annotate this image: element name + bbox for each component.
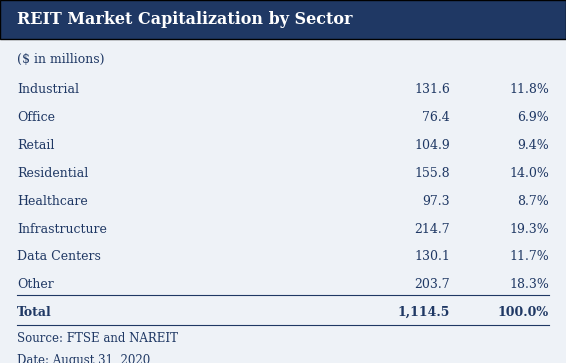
- Text: Office: Office: [17, 111, 55, 124]
- Text: Total: Total: [17, 306, 52, 319]
- Text: Infrastructure: Infrastructure: [17, 223, 107, 236]
- Text: Healthcare: Healthcare: [17, 195, 88, 208]
- Text: 1,114.5: 1,114.5: [397, 306, 450, 319]
- Text: 76.4: 76.4: [422, 111, 450, 124]
- Text: 131.6: 131.6: [414, 83, 450, 97]
- Text: 100.0%: 100.0%: [498, 306, 549, 319]
- Text: 11.8%: 11.8%: [509, 83, 549, 97]
- Text: Industrial: Industrial: [17, 83, 79, 97]
- Text: 97.3: 97.3: [422, 195, 450, 208]
- Text: 214.7: 214.7: [414, 223, 450, 236]
- Text: 11.7%: 11.7%: [509, 250, 549, 264]
- Text: 203.7: 203.7: [414, 278, 450, 291]
- Text: Other: Other: [17, 278, 54, 291]
- Text: REIT Market Capitalization by Sector: REIT Market Capitalization by Sector: [17, 11, 353, 28]
- Text: Data Centers: Data Centers: [17, 250, 101, 264]
- FancyBboxPatch shape: [0, 0, 566, 39]
- Text: 9.4%: 9.4%: [517, 139, 549, 152]
- Text: 155.8: 155.8: [414, 167, 450, 180]
- Text: Source: FTSE and NAREIT: Source: FTSE and NAREIT: [17, 331, 178, 344]
- Text: Retail: Retail: [17, 139, 54, 152]
- Text: 104.9: 104.9: [414, 139, 450, 152]
- Text: ($ in millions): ($ in millions): [17, 53, 105, 66]
- Text: 18.3%: 18.3%: [509, 278, 549, 291]
- Text: 6.9%: 6.9%: [517, 111, 549, 124]
- Text: 19.3%: 19.3%: [509, 223, 549, 236]
- Text: 8.7%: 8.7%: [517, 195, 549, 208]
- Text: 130.1: 130.1: [414, 250, 450, 264]
- Text: 14.0%: 14.0%: [509, 167, 549, 180]
- Text: Residential: Residential: [17, 167, 88, 180]
- Text: Date: August 31, 2020: Date: August 31, 2020: [17, 354, 150, 363]
